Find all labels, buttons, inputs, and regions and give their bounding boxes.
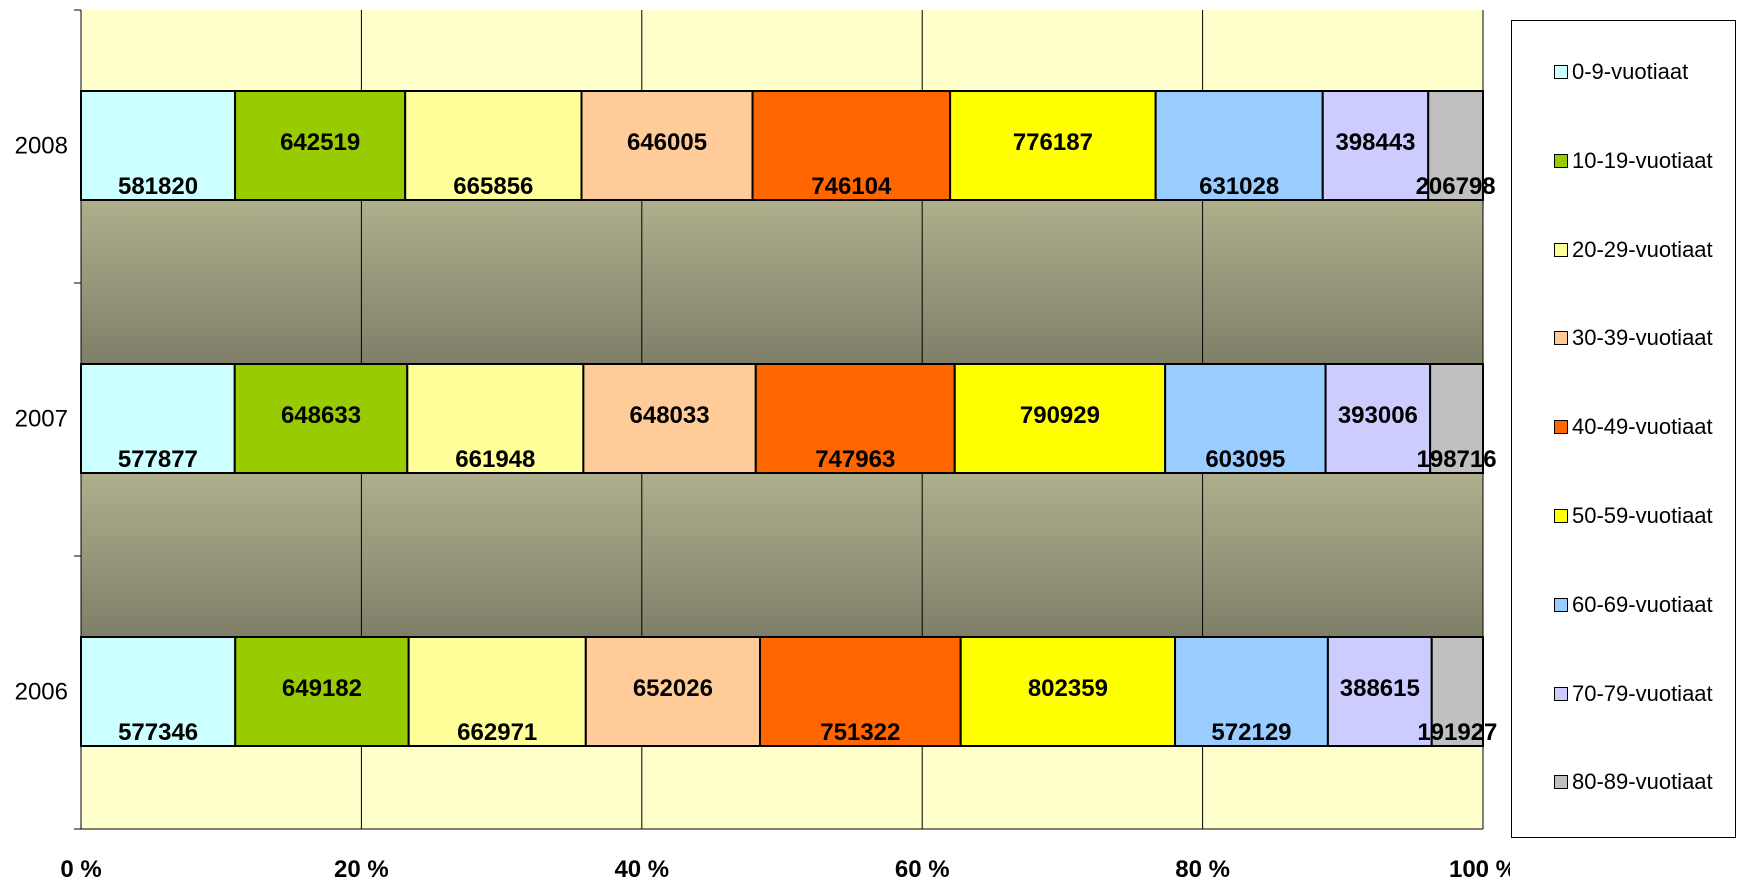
data-label: 776187 xyxy=(1013,129,1093,156)
bar-segment xyxy=(580,90,754,201)
bar-segment xyxy=(1321,90,1430,201)
legend-swatch xyxy=(1554,509,1568,523)
data-label: 646005 xyxy=(627,129,707,156)
legend-label: 60-69-vuotiaat xyxy=(1572,591,1713,617)
x-tick-label: 0 % xyxy=(60,856,101,883)
data-label: 642519 xyxy=(280,129,360,156)
data-label: 191927 xyxy=(1417,719,1497,746)
bar-segment xyxy=(1430,636,1484,747)
bar-segment xyxy=(758,636,962,747)
bar-segment xyxy=(953,363,1167,474)
bar-segment xyxy=(949,90,1157,201)
legend-item: 80-89-vuotiaat xyxy=(1554,769,1713,795)
axes: 0 % 20 % 40 % 60 % 80 % 100 % 2008 2007 2006 xyxy=(15,9,1510,883)
legend-item: 10-19-vuotiaat xyxy=(1554,147,1713,173)
data-label: 581820 xyxy=(118,173,198,200)
legend-item: 50-59-vuotiaat xyxy=(1554,503,1713,528)
bar-segment xyxy=(234,636,410,747)
bar-segment xyxy=(407,636,587,747)
bar-segment xyxy=(80,636,237,747)
data-label: 802359 xyxy=(1028,675,1108,702)
legend-label: 50-59-vuotiaat xyxy=(1572,503,1713,528)
plot-band xyxy=(81,10,1483,91)
data-label: 648033 xyxy=(630,402,710,429)
data-label: 661948 xyxy=(455,446,535,473)
legend-label: 20-29-vuotiaat xyxy=(1572,236,1713,262)
x-tick-label: 60 % xyxy=(895,856,950,883)
data-label: 198716 xyxy=(1417,446,1497,473)
legend-label: 40-49-vuotiaat xyxy=(1572,414,1713,440)
legend-swatch xyxy=(1554,597,1568,612)
legend-item: 60-69-vuotiaat xyxy=(1554,591,1713,617)
bars: 581820 642519 665856 646005 746104 776187 6310… xyxy=(80,90,1497,747)
x-tick-label: 100 % xyxy=(1449,856,1510,883)
bar-segment xyxy=(959,636,1177,747)
bar-segment xyxy=(1427,90,1485,201)
bar-segment xyxy=(1174,636,1329,747)
data-label: 648633 xyxy=(281,402,361,429)
legend-label: 0-9-vuotiaat xyxy=(1572,59,1689,84)
bar-segment xyxy=(406,363,585,474)
bar-segment xyxy=(1164,363,1327,474)
category-label: 2006 xyxy=(15,679,68,706)
data-label: 603095 xyxy=(1205,446,1285,473)
data-label: 790929 xyxy=(1020,402,1100,429)
data-label: 572129 xyxy=(1211,719,1291,746)
data-label: 747963 xyxy=(815,446,895,473)
legend-label: 80-89-vuotiaat xyxy=(1572,769,1713,795)
bar-segment xyxy=(582,363,757,474)
data-label: 665856 xyxy=(453,173,533,200)
category-label: 2007 xyxy=(15,406,68,433)
stacked-bar-chart: 581820 642519 665856 646005 746104 776187 6310… xyxy=(15,9,1510,883)
bar-segment xyxy=(404,90,583,201)
legend-label: 70-79-vuotiaat xyxy=(1572,680,1713,706)
legend-item: 70-79-vuotiaat xyxy=(1554,680,1713,706)
bar-segment xyxy=(1326,636,1433,747)
data-label: 649182 xyxy=(282,675,362,702)
data-label: 206798 xyxy=(1416,173,1496,200)
legend-item: 30-39-vuotiaat xyxy=(1554,325,1713,351)
legend-swatch xyxy=(1554,242,1568,257)
legend-item: 20-29-vuotiaat xyxy=(1554,236,1713,262)
data-label: 662971 xyxy=(457,719,537,746)
data-label: 631028 xyxy=(1199,173,1279,200)
legend-swatch xyxy=(1554,420,1568,435)
data-label: 577877 xyxy=(118,446,198,473)
legend-label: 30-39-vuotiaat xyxy=(1572,325,1713,351)
bar-segment xyxy=(80,90,237,201)
legend-swatch xyxy=(1554,153,1568,168)
data-label: 393006 xyxy=(1338,402,1418,429)
bar-segment xyxy=(754,363,956,474)
data-label: 388615 xyxy=(1340,675,1420,702)
legend: 0-9-vuotiaat 10-19-vuotiaat 20-29-vuotiaat… xyxy=(1511,20,1736,838)
legend-swatch xyxy=(1554,686,1568,701)
bar-segment xyxy=(234,90,407,201)
legend-label: 10-19-vuotiaat xyxy=(1572,147,1713,173)
data-label: 652026 xyxy=(633,675,713,702)
data-label: 577346 xyxy=(118,719,198,746)
legend-swatch xyxy=(1554,331,1568,346)
legend-item: 0-9-vuotiaat xyxy=(1554,59,1689,84)
bar-segment xyxy=(1429,363,1484,474)
x-tick-label: 80 % xyxy=(1175,856,1230,883)
x-tick-label: 20 % xyxy=(334,856,389,883)
data-label: 746104 xyxy=(811,173,892,200)
legend-swatch xyxy=(1554,65,1568,79)
legend-item: 40-49-vuotiaat xyxy=(1554,414,1713,440)
bar-segment xyxy=(1324,363,1432,474)
x-tick-label: 40 % xyxy=(614,856,669,883)
data-label: 751322 xyxy=(820,719,900,746)
data-label: 398443 xyxy=(1335,129,1415,156)
legend-swatch xyxy=(1554,775,1568,790)
bar-segment xyxy=(584,636,761,747)
category-label: 2008 xyxy=(15,133,68,160)
